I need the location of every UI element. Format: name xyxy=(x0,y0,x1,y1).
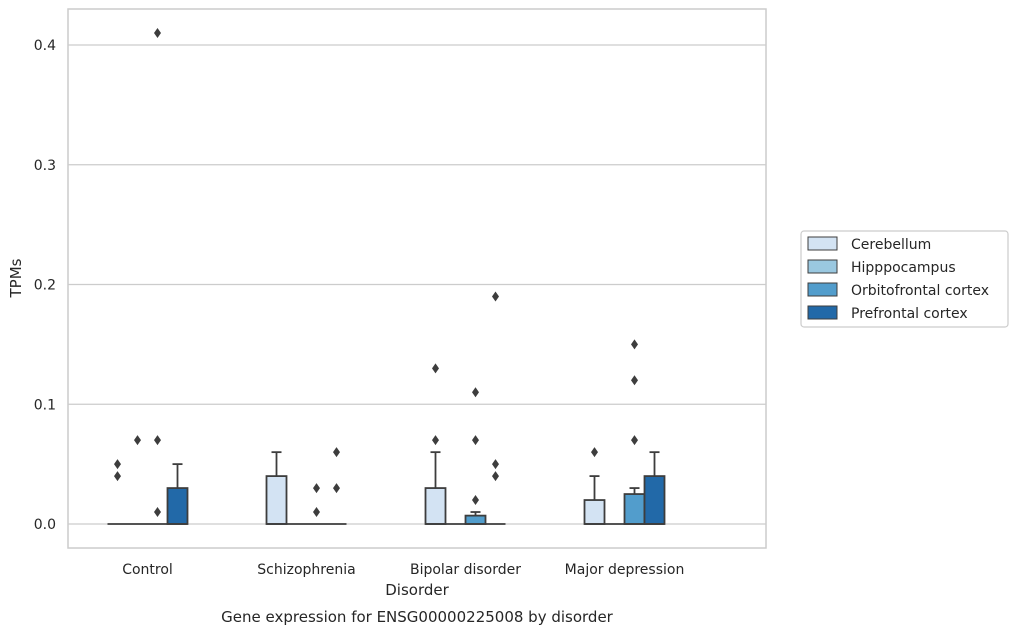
legend-swatch xyxy=(807,305,838,320)
outlier-point xyxy=(631,435,638,446)
x-tick-label: Schizophrenia xyxy=(257,562,355,578)
y-tick-label: 0.1 xyxy=(34,397,56,413)
outlier-point xyxy=(472,387,479,398)
outlier-point xyxy=(333,483,340,494)
box-prefrontal-cortex xyxy=(485,291,506,525)
legend-box xyxy=(800,230,1009,328)
x-tick-label: Control xyxy=(122,562,173,578)
box-orbitofrontal-cortex xyxy=(623,339,646,525)
box-cerebellum xyxy=(424,363,447,525)
box-cerebellum xyxy=(107,459,128,525)
outlier-point xyxy=(492,459,499,470)
box-orbitofrontal-cortex xyxy=(306,483,327,525)
outlier-point xyxy=(134,435,141,446)
box-cerebellum xyxy=(265,451,288,525)
box-body xyxy=(424,487,447,525)
box-orbitofrontal-cortex xyxy=(147,28,168,525)
outlier-point xyxy=(333,447,340,458)
legend-swatch xyxy=(807,259,838,274)
outlier-point xyxy=(154,28,161,39)
plot-border xyxy=(67,8,767,549)
plot-frame xyxy=(67,8,767,549)
outlier-point xyxy=(313,483,320,494)
x-tick-labels: Control Schizophrenia Bipolar disorder Majo… xyxy=(122,562,684,578)
legend-label: Orbitofrontal cortex xyxy=(851,283,989,299)
outlier-point xyxy=(114,459,121,470)
box-prefrontal-cortex xyxy=(643,451,666,525)
outlier-point xyxy=(591,447,598,458)
box-cerebellum xyxy=(583,447,606,525)
box-body xyxy=(166,487,189,525)
chart-title: Gene expression for ENSG00000225008 by d… xyxy=(221,608,614,626)
y-tick-label: 0.2 xyxy=(34,278,56,294)
outlier-point xyxy=(492,291,499,302)
box-orbitofrontal-cortex xyxy=(464,387,487,525)
legend-swatch xyxy=(807,236,838,251)
outlier-point xyxy=(492,471,499,482)
box-body xyxy=(623,493,646,525)
legend-swatch xyxy=(807,282,838,297)
outlier-point xyxy=(313,507,320,518)
box-body xyxy=(583,499,606,525)
legend-label: Hipppocampus xyxy=(851,260,956,276)
legend-label: Cerebellum xyxy=(851,237,931,253)
box-body xyxy=(643,475,666,525)
outlier-point xyxy=(631,375,638,386)
outlier-point xyxy=(154,435,161,446)
x-tick-label: Bipolar disorder xyxy=(410,562,521,578)
outlier-point xyxy=(432,435,439,446)
box-body xyxy=(265,475,288,525)
y-tick-label: 0.0 xyxy=(34,517,56,533)
y-tick-label: 0.3 xyxy=(34,158,56,174)
outlier-point xyxy=(432,363,439,374)
y-axis-label: TPMs xyxy=(7,258,25,298)
outlier-point xyxy=(114,471,121,482)
gridlines xyxy=(68,44,766,525)
outlier-point xyxy=(154,507,161,518)
x-tick-label: Major depression xyxy=(565,562,685,578)
outlier-point xyxy=(472,435,479,446)
box-prefrontal-cortex xyxy=(326,447,347,525)
y-tick-labels: 0.0 0.1 0.2 0.3 0.4 xyxy=(34,38,56,533)
outlier-point xyxy=(472,495,479,506)
box-prefrontal-cortex xyxy=(166,463,189,525)
legend-label: Prefrontal cortex xyxy=(851,306,968,322)
box-body xyxy=(464,514,487,525)
box-hipppocampus xyxy=(127,435,148,525)
legend: Cerebellum Hipppocampus Orbitofrontal cort… xyxy=(800,230,1009,328)
boxplots xyxy=(107,28,666,525)
outlier-point xyxy=(631,339,638,350)
y-tick-label: 0.4 xyxy=(34,38,56,54)
x-axis-label: Disorder xyxy=(385,581,449,599)
